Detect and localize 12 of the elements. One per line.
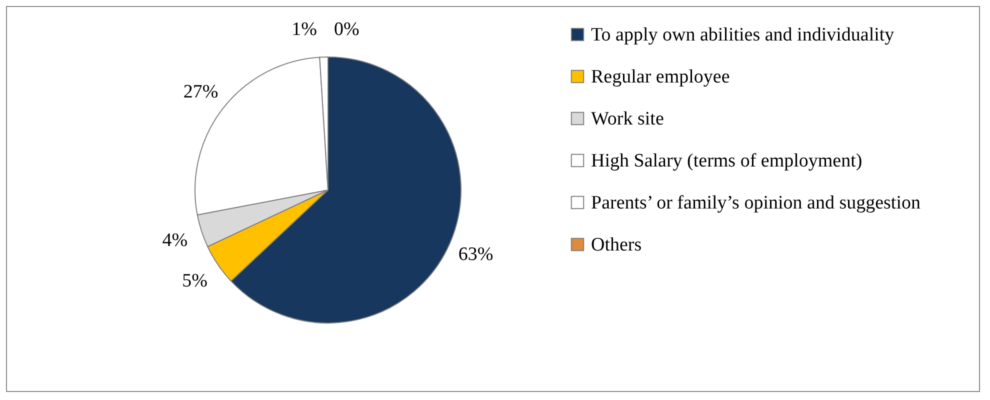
data-label: 63% (458, 244, 494, 265)
data-label: 27% (183, 81, 218, 102)
legend-label: High Salary (terms of employment) (591, 150, 862, 172)
data-label: 5% (182, 270, 208, 292)
text: 0% (334, 19, 360, 40)
legend-label: To apply own abilities and individuality (591, 24, 895, 46)
legend-label: Others (591, 234, 642, 256)
legend-label: Parents’ or family’s opinion and suggestion (591, 192, 921, 214)
data-label: 1% (292, 19, 318, 40)
legend-label: Regular employee (591, 66, 730, 88)
legend-label: Work site (591, 108, 664, 130)
data-label: 4% (162, 230, 188, 251)
